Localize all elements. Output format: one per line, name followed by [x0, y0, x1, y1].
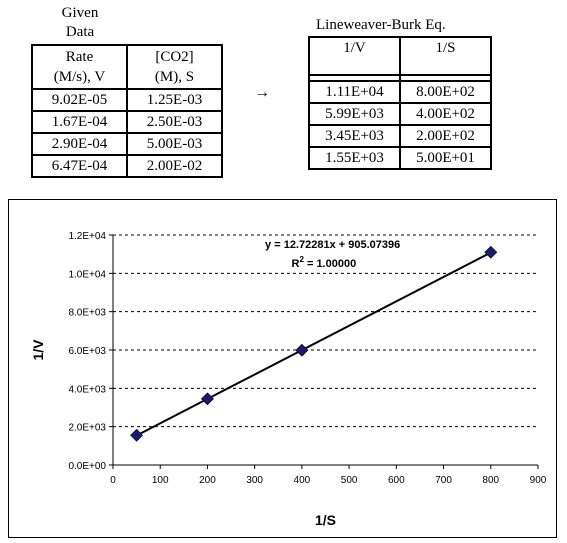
table-cell: 2.00E-02	[126, 154, 223, 178]
lineweaver-burk-title: Lineweaver-Burk Eq.	[316, 17, 446, 33]
table-row: 9.02E-05 1.25E-03	[31, 88, 223, 112]
rate-header: Rate (M/s), V	[31, 44, 128, 90]
x-tick-label: 500	[341, 475, 358, 486]
rate-header-line1: Rate	[65, 49, 94, 65]
trendline	[136, 251, 492, 437]
table-cell: 5.99E+03	[308, 102, 401, 126]
r-squared-prefix: R	[292, 258, 300, 270]
table-row: 1.11E+04 8.00E+02	[308, 80, 492, 104]
data-point	[484, 245, 498, 259]
table-cell: 2.90E-04	[31, 132, 128, 156]
points-layer	[130, 245, 498, 442]
x-tick-label: 800	[482, 475, 499, 486]
given-data-table: Rate (M/s), V [CO2] (M), S 9.02E-05 1.25…	[31, 44, 223, 178]
r-squared-value: = 1.00000	[304, 258, 356, 270]
y-tick-label: 8.0E+03	[68, 308, 106, 319]
table-header-row: Rate (M/s), V [CO2] (M), S	[31, 44, 223, 90]
table-cell: 5.00E+01	[399, 146, 492, 170]
data-point	[295, 343, 309, 357]
table-cell: 1.55E+03	[308, 146, 401, 170]
rate-header-line2: (M/s), V	[53, 69, 106, 85]
given-title-line2: Data	[65, 24, 95, 40]
x-tick-label: 400	[294, 475, 311, 486]
data-point	[130, 428, 144, 442]
x-axis-title: 1/S	[315, 512, 336, 528]
table-cell: 8.00E+02	[399, 80, 492, 104]
table-spacer-row	[308, 75, 492, 81]
y-tick-label: 6.0E+03	[68, 346, 106, 357]
table-cell: 3.45E+03	[308, 124, 401, 148]
co2-header-line1: [CO2]	[155, 49, 194, 65]
table-header-row: 1/V 1/S	[308, 36, 492, 76]
table-row: 6.47E-04 2.00E-02	[31, 154, 223, 178]
table-cell: 1.25E-03	[126, 88, 223, 112]
right-arrow-icon: →	[254, 84, 270, 101]
x-tick-label: 700	[435, 475, 452, 486]
table-row: 5.99E+03 4.00E+02	[308, 102, 492, 126]
given-title-line1: Given	[61, 5, 99, 21]
x-tick-label: 300	[246, 475, 263, 486]
chart-container: 0.0E+00 2.0E+03 4.0E+03 6.0E+03 8.0E+03 1.0E+…	[8, 199, 557, 538]
table-cell: 2.00E+02	[399, 124, 492, 148]
co2-header: [CO2] (M), S	[126, 44, 223, 90]
x-tick-label: 0	[110, 475, 116, 486]
x-tick-label: 600	[388, 475, 405, 486]
y-tick-label: 0.0E+00	[68, 461, 106, 472]
table-cell: 9.02E-05	[31, 88, 128, 112]
table-cell: 1.67E-04	[31, 110, 128, 134]
r-squared-label: R2 = 1.00000	[292, 255, 357, 270]
table-cell: 4.00E+02	[399, 102, 492, 126]
labels-layer: 0.0E+00 2.0E+03 4.0E+03 6.0E+03 8.0E+03 1.0E+…	[30, 231, 547, 528]
grid-layer	[113, 234, 538, 428]
y-axis-title: 1/V	[30, 339, 46, 361]
data-point	[201, 392, 214, 406]
inverse-s-header: 1/S	[399, 36, 492, 76]
y-tick-label: 2.0E+03	[68, 423, 106, 434]
x-tick-label: 900	[530, 475, 547, 486]
table-row: 1.67E-04 2.50E-03	[31, 110, 223, 134]
table-cell: 5.00E-03	[126, 132, 223, 156]
table-cell: 1.11E+04	[308, 80, 401, 104]
table-cell: 2.50E-03	[126, 110, 223, 134]
r-squared-exponent: 2	[299, 255, 304, 264]
trendline-layer	[136, 251, 492, 437]
table-row: 3.45E+03 2.00E+02	[308, 124, 492, 148]
table-row: 2.90E-04 5.00E-03	[31, 132, 223, 156]
x-tick-label: 100	[152, 475, 169, 486]
table-cell: 6.47E-04	[31, 154, 128, 178]
lineweaver-burk-table: 1/V 1/S 1.11E+04 8.00E+02 5.99E+03 4.00E…	[308, 36, 492, 170]
trendline-equation: y = 12.72281x + 905.07396	[265, 239, 400, 251]
inverse-v-header: 1/V	[308, 36, 401, 76]
table-row: 1.55E+03 5.00E+01	[308, 146, 492, 170]
co2-header-line2: (M), S	[154, 69, 195, 85]
axis-layer	[109, 234, 539, 469]
y-tick-label: 4.0E+03	[68, 384, 106, 395]
given-data-title: Given Data	[40, 4, 120, 42]
x-tick-label: 200	[199, 475, 216, 486]
lineweaver-burk-chart: 0.0E+00 2.0E+03 4.0E+03 6.0E+03 8.0E+03 1.0E+…	[30, 231, 547, 528]
y-tick-label: 1.2E+04	[68, 231, 106, 242]
y-tick-label: 1.0E+04	[68, 269, 106, 280]
